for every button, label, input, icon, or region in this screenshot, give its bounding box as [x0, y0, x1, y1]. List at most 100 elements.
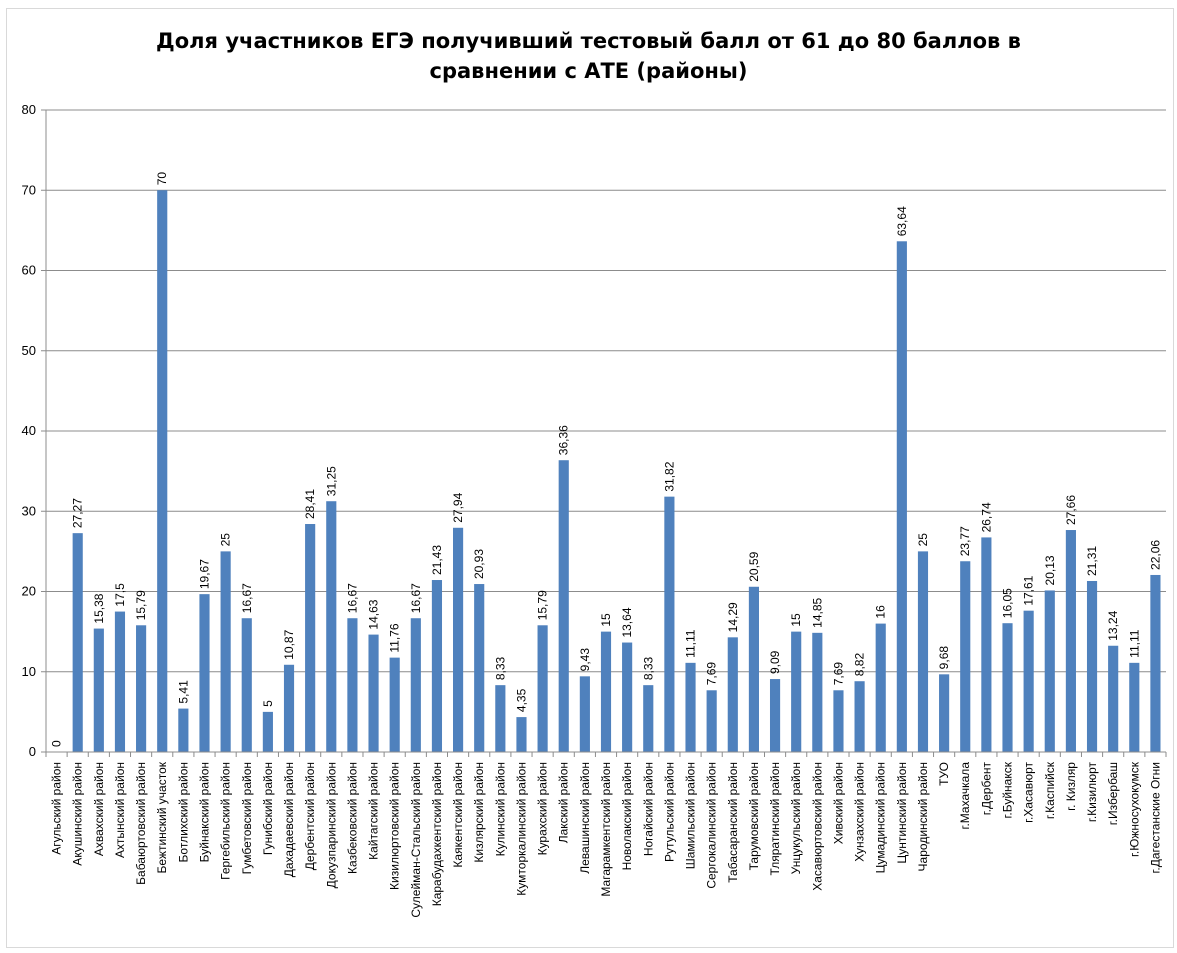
bar	[516, 717, 527, 752]
labels: 0 10 20 30 40 50 60 70 80 0 Агульский район 27,27 Ак…	[22, 102, 1163, 918]
x-tick-label: Табасаранский район	[726, 762, 740, 883]
bar	[939, 674, 950, 752]
data-label: 26,74	[979, 502, 993, 532]
x-tick-label: Хунзахский район	[853, 762, 867, 862]
x-tick-label: Цумадинский район	[874, 762, 888, 873]
x-tick-label: Ахвахский район	[92, 762, 106, 856]
y-tick-label: 50	[22, 343, 36, 358]
data-label: 16,05	[1001, 588, 1015, 618]
x-tick-label: Тарумовский район	[747, 762, 761, 870]
data-label: 31,82	[662, 461, 676, 491]
x-tick-label: Кумторкалинский район	[514, 762, 528, 896]
bar	[431, 580, 443, 752]
x-tick-label: г.Избербаш	[1106, 762, 1120, 825]
x-tick-label: Цунтинский район	[895, 762, 909, 864]
bar	[220, 551, 231, 752]
bar	[960, 561, 971, 752]
data-label: 28,41	[303, 489, 317, 519]
y-tick-label: 70	[22, 182, 36, 197]
data-label: 8,33	[493, 656, 507, 680]
bar	[727, 637, 738, 752]
x-tick-label: Хасавюртовский район	[810, 762, 824, 891]
bar	[305, 524, 316, 752]
bar	[1108, 645, 1119, 752]
y-tick-label: 30	[22, 503, 36, 518]
x-tick-label: г.Южносухокумск	[1127, 761, 1141, 857]
bar	[1129, 662, 1140, 752]
data-label: 15,79	[536, 590, 550, 620]
x-tick-label: Шамильский район	[684, 762, 698, 869]
x-tick-label: Акушинский район	[71, 762, 85, 866]
data-label: 21,31	[1085, 546, 1099, 576]
bar	[389, 657, 400, 752]
bar	[791, 631, 802, 752]
data-label: 23,77	[958, 526, 972, 556]
bar	[769, 679, 781, 752]
bar	[917, 551, 929, 752]
x-tick-label: Новолакский район	[620, 762, 634, 870]
data-label: 21,43	[430, 545, 444, 575]
bar	[262, 711, 273, 752]
x-tick-label: Карабудахкентский район	[430, 762, 444, 906]
data-label: 15	[789, 613, 803, 627]
x-tick-label: Ногайский район	[641, 762, 655, 856]
data-label: 15,38	[92, 593, 106, 623]
bar	[854, 681, 865, 752]
bar	[1065, 530, 1076, 752]
chart-title-line-2: сравнении с АТЕ (районы)	[429, 59, 748, 83]
axes	[41, 109, 1167, 757]
x-tick-label: г.Дагестанские Огни	[1148, 762, 1162, 874]
x-tick-label: Ботлихский район	[176, 762, 190, 862]
bar	[347, 618, 358, 752]
x-tick-label: Чародинский район	[916, 762, 930, 871]
data-label: 9,68	[937, 646, 951, 670]
y-tick-label: 20	[22, 584, 36, 599]
data-label: 14,63	[367, 599, 381, 629]
data-label: 13,24	[1106, 610, 1120, 640]
x-tick-label: Дербентский район	[303, 762, 317, 870]
x-tick-label: Лакский район	[557, 762, 571, 843]
data-label: 5,41	[176, 680, 190, 704]
data-label: 9,43	[578, 648, 592, 672]
x-tick-label: Курахский район	[536, 762, 550, 855]
bar	[453, 527, 464, 752]
x-tick-label: ТУО	[937, 762, 951, 786]
data-label: 10,87	[282, 629, 296, 659]
bar	[157, 190, 168, 752]
bar	[896, 241, 907, 752]
bar	[685, 662, 696, 752]
x-tick-label: Тляратинский район	[768, 762, 782, 876]
bar	[1086, 580, 1098, 752]
bar	[93, 628, 104, 752]
bar	[579, 676, 590, 752]
bar	[1023, 610, 1034, 752]
x-tick-label: Ахтынский район	[113, 762, 127, 858]
x-tick-label: Бежтинский участок	[155, 761, 169, 873]
bar	[600, 631, 612, 752]
bar	[326, 501, 337, 752]
x-tick-label: Кулинский район	[493, 762, 507, 856]
bar	[664, 496, 675, 752]
data-label: 14,29	[726, 602, 740, 632]
bar	[875, 623, 886, 752]
data-label: 22,06	[1148, 540, 1162, 570]
data-label: 11,11	[684, 629, 698, 658]
x-tick-label: г.Кизилюрт	[1085, 762, 1099, 823]
data-label: 16	[874, 605, 888, 619]
bar	[622, 642, 633, 752]
bar	[368, 634, 379, 752]
data-label: 70	[155, 172, 169, 186]
y-tick-label: 0	[29, 744, 36, 759]
x-tick-label: г. Кизляр	[1064, 762, 1078, 811]
bar	[410, 618, 421, 752]
bar	[981, 537, 992, 752]
bar	[1150, 574, 1161, 752]
data-label: 11,76	[388, 623, 402, 652]
y-tick-label: 60	[22, 263, 36, 278]
y-tick-label: 10	[22, 664, 36, 679]
chart-title-line-1: Доля участников ЕГЭ получивший тестовый …	[156, 29, 1021, 53]
data-label: 8,82	[853, 653, 867, 677]
y-tick-label: 40	[22, 423, 36, 438]
data-label: 7,69	[705, 662, 719, 686]
x-tick-label: г.Махачкала	[958, 762, 972, 830]
